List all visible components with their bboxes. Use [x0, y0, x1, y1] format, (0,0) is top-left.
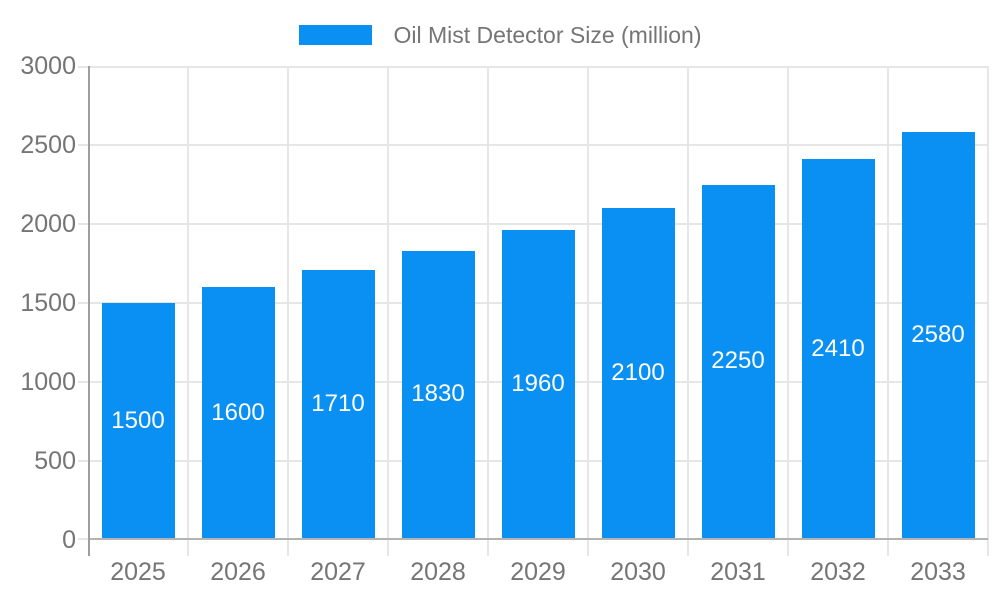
bar-2027: [301, 269, 375, 538]
bar-2025: [101, 303, 175, 538]
gridline-horizontal: [78, 223, 988, 225]
y-axis-tick-label: 2500: [20, 131, 76, 159]
gridline-vertical: [387, 66, 389, 556]
gridline-vertical: [787, 66, 789, 556]
x-axis-line: [88, 538, 988, 540]
bar-2032: [801, 159, 875, 538]
x-axis-tick-label: 2031: [710, 558, 766, 586]
y-axis-tick-label: 3000: [20, 52, 76, 80]
y-axis-tick-label: 1500: [20, 289, 76, 317]
legend-swatch: [298, 25, 372, 45]
bar-value-label: 1600: [211, 398, 265, 426]
x-axis-tick-label: 2032: [810, 558, 866, 586]
y-axis-tick-label: 500: [34, 447, 76, 475]
gridline-vertical: [987, 66, 989, 556]
gridline-horizontal: [78, 144, 988, 146]
gridline-vertical: [687, 66, 689, 556]
bar-value-label: 1710: [311, 389, 365, 417]
bar-value-label: 2580: [911, 321, 965, 349]
bar-2033: [901, 132, 975, 538]
legend: Oil Mist Detector Size (million): [0, 23, 1000, 47]
y-axis-tick-label: 1000: [20, 368, 76, 396]
bar-2029: [501, 230, 575, 538]
x-axis-tick-label: 2033: [910, 558, 966, 586]
plot-area: 0 500 1000 1500 2000 2500 3000 1500 2025 1600 2026…: [20, 52, 989, 586]
gridline-vertical: [287, 66, 289, 556]
y-axis-line: [88, 66, 90, 556]
gridline-vertical: [587, 66, 589, 556]
gridline-horizontal: [78, 66, 988, 68]
bar-2030: [601, 208, 675, 538]
gridline-vertical: [487, 66, 489, 556]
x-axis-tick-label: 2025: [110, 558, 166, 586]
y-axis-tick-label: 0: [62, 526, 76, 554]
x-axis-tick-label: 2026: [210, 558, 266, 586]
y-axis-tick-label: 2000: [20, 210, 76, 238]
legend-label: Oil Mist Detector Size (million): [393, 22, 702, 48]
x-axis-tick-label: 2030: [610, 558, 666, 586]
x-axis-tick-label: 2027: [310, 558, 366, 586]
x-axis-tick: [78, 538, 88, 540]
x-axis-tick-label: 2029: [510, 558, 566, 586]
bar-2031: [701, 184, 775, 538]
bar-value-label: 2100: [611, 359, 665, 387]
gridline-vertical: [187, 66, 189, 556]
bar-value-label: 2250: [711, 347, 765, 375]
bar-2026: [201, 287, 275, 538]
bar-value-label: 2410: [811, 334, 865, 362]
bar-value-label: 1830: [411, 380, 465, 408]
bar-value-label: 1960: [511, 370, 565, 398]
bar-2028: [401, 250, 475, 538]
bar-value-label: 1500: [111, 406, 165, 434]
gridline-vertical: [887, 66, 889, 556]
x-axis-tick-label: 2028: [410, 558, 466, 586]
